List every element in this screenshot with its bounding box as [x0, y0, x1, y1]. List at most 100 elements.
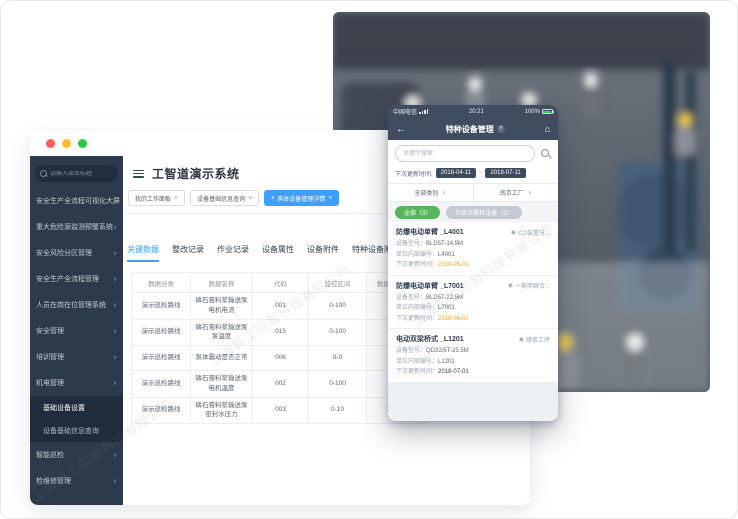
sidebar-item-electromechanical[interactable]: 机电管理 ∧: [30, 370, 123, 396]
device-name: 电动双梁桥式 _L1201: [396, 336, 464, 343]
close-window-button[interactable]: [46, 138, 55, 148]
close-icon[interactable]: ×: [328, 194, 333, 202]
model-label: 设备型号：: [396, 348, 427, 354]
internal-code-value: L1201: [438, 358, 455, 365]
chevron-up-icon: ∧: [112, 380, 117, 387]
tab-rectification-records[interactable]: 整改记录: [172, 245, 204, 254]
model-value: BLD5T-22.5M: [426, 294, 464, 301]
chevron-down-icon: ∨: [112, 250, 117, 257]
sidebar-item-visual-screen[interactable]: 安全生产全流程可视化大屏: [30, 188, 123, 214]
category-dropdown[interactable]: 全部类别 ∨: [388, 184, 473, 201]
tab-special-device-attachments[interactable]: 特种设备附件: [352, 245, 400, 254]
sidebar-item-safety-mgmt[interactable]: 安全管理 ∨: [30, 318, 123, 344]
location-pin-icon: ◉: [518, 336, 524, 343]
sidebar-item-safety-process[interactable]: 安全生产全流程管理 ∨: [30, 266, 123, 292]
active-dot-icon: ●: [271, 195, 275, 201]
sidebar-item-training[interactable]: 培训管理 ∨: [30, 344, 123, 370]
sidebar-item-label: 人员在岗在位管理系统: [36, 302, 106, 309]
cell: 001: [252, 292, 309, 320]
sidebar-item-personnel[interactable]: 人员在岗在位管理系统 ∨: [30, 292, 123, 318]
close-icon[interactable]: ×: [174, 194, 179, 202]
tab-device-attachments[interactable]: 设备附件: [307, 245, 339, 254]
maximize-window-button[interactable]: [78, 138, 87, 148]
sidebar-item-maintenance[interactable]: 检维修管理 ∨: [30, 468, 123, 494]
device-card[interactable]: 防爆电动单臂 _L7001 ◉ 一期甲醇合... 设备型号：BLD5T-22.5…: [388, 275, 558, 329]
col-header-code: 代码: [252, 272, 309, 293]
keyword-search-input[interactable]: [395, 145, 535, 162]
search-icon[interactable]: [541, 148, 551, 159]
table-row[interactable]: 演示巡检路线 磷石膏料浆输送泵密封水压力 003 0-10 1.5-3.5: [131, 396, 427, 424]
device-card[interactable]: 电动双梁桥式 _L1201 ◉ 维修工序 设备型号：QD32/5T-25.5M …: [388, 329, 558, 383]
main-header: 工智道演示系统: [123, 156, 530, 187]
menu-icon[interactable]: [133, 169, 144, 178]
sidebar: 安全生产全流程可视化大屏 重大危险源监测预警系统 ∨ 安全风险分区管理 ∨ 安全…: [30, 156, 123, 505]
sidebar-item-label: 设备基础信息查询: [43, 427, 99, 435]
mobile-app-screen: 中国电信 20:21 100% ← 特种设备管理 ? ⌂ 下次更新时间: 201…: [388, 105, 558, 421]
phone-search-row: [388, 140, 558, 166]
factory-dropdown[interactable]: 南京工厂 ∨: [472, 184, 559, 201]
date-from-button[interactable]: 2018-04-11: [435, 168, 476, 178]
sidebar-item-label: 检维修管理: [36, 478, 71, 485]
sidebar-item-basic-device-setup[interactable]: 基础设备设置: [30, 396, 123, 419]
sidebar-item-label: 重大危险源监测预警系统: [36, 224, 113, 231]
chevron-down-icon: ∨: [112, 302, 117, 309]
table-row[interactable]: 演示巡检路线 磷石膏料浆输送泵电机温度 002 0-100 0-85: [131, 370, 427, 398]
phone-status-bar: 中国电信 20:21 100%: [388, 105, 558, 118]
minimize-window-button[interactable]: [62, 138, 71, 148]
tab-work-records[interactable]: 作业记录: [217, 245, 249, 254]
cell: 演示巡检路线: [131, 345, 191, 371]
model-value: QD32/5T-25.5M: [426, 348, 469, 354]
model-label: 设备型号：: [396, 294, 427, 301]
internal-code-label: 单位内部编号：: [396, 358, 439, 365]
date-filter-label: 下次更新时间:: [395, 171, 433, 178]
sidebar-menu: 安全生产全流程可视化大屏 重大危险源监测预警系统 ∨ 安全风险分区管理 ∨ 安全…: [30, 188, 123, 494]
sidebar-item-hazard-warning[interactable]: 重大危险源监测预警系统 ∨: [30, 214, 123, 240]
sidebar-item-label: 安全风险分区管理: [36, 250, 92, 257]
chevron-down-icon: ∨: [112, 452, 117, 459]
table-row[interactable]: 演示巡检路线 磷石膏料浆输送泵电机电流 001 0-100 22-58: [131, 292, 427, 320]
table-row[interactable]: 演示巡检路线 泵体震动是否正常 006 0-0 0-0: [131, 345, 427, 371]
home-icon[interactable]: ⌂: [544, 124, 550, 134]
date-to-button[interactable]: 2018-07-11: [485, 168, 526, 178]
col-header-name: 数据名称: [190, 272, 253, 293]
cell: 演示巡检路线: [131, 370, 191, 398]
sidebar-item-risk-zone[interactable]: 安全风险分区管理 ∨: [30, 240, 123, 266]
tab-device-detail[interactable]: ● 具体设备管理详情 ×: [264, 190, 340, 206]
internal-code-value: L4001: [438, 251, 455, 258]
back-arrow-icon[interactable]: ←: [396, 123, 406, 135]
sidebar-search-input[interactable]: [50, 170, 113, 177]
next-update-label: 下次更新时间：: [396, 369, 439, 375]
filter-all-pill[interactable]: 全部（3）: [395, 205, 441, 219]
chevron-down-icon: ∨: [442, 189, 447, 196]
device-name: 防爆电动单臂 _L4001: [396, 229, 464, 236]
sidebar-submenu: 基础设备设置 设备基础信息查询: [30, 396, 123, 442]
filter-due-only-pill[interactable]: 只显示需检设备（2）: [446, 205, 522, 219]
cell: 演示巡检路线: [131, 318, 191, 346]
tab-my-workpanel[interactable]: 我的工作面板 ×: [128, 190, 186, 206]
tab-device-attributes[interactable]: 设备属性: [262, 245, 294, 254]
chevron-down-icon: ∨: [113, 224, 118, 231]
sidebar-item-device-info-query[interactable]: 设备基础信息查询: [30, 419, 123, 442]
help-icon[interactable]: ?: [496, 125, 505, 133]
sidebar-item-smart-inspection[interactable]: 智能巡检 ∨: [30, 442, 123, 468]
sidebar-search[interactable]: [35, 165, 118, 182]
next-update-label: 下次更新时间：: [396, 262, 439, 268]
device-card[interactable]: 防爆电动单臂 _L4001 ◉ CO装置分... 设备型号：BLD5T-14.5…: [388, 222, 558, 276]
battery-percent-label: 100%: [524, 108, 540, 115]
device-name: 防爆电动单臂 _L7001: [396, 282, 464, 290]
cell: 磷石膏料浆输送泵电机温度: [190, 370, 253, 398]
close-icon[interactable]: ×: [248, 194, 253, 202]
table-row[interactable]: 演示巡检路线 磷石膏料浆输送泵泵温度 015 0-100 0-65: [131, 318, 427, 346]
carrier-label: 中国电信: [393, 110, 418, 116]
tab-label: 设备基础信息查询: [197, 196, 246, 203]
phone-empty-area: [388, 382, 558, 421]
tab-key-data[interactable]: 关键数据: [127, 244, 159, 262]
next-update-value: 2018-06-01: [438, 315, 469, 322]
tab-device-info-query[interactable]: 设备基础信息查询 ×: [190, 190, 260, 206]
internal-code-value: L7001: [438, 305, 455, 311]
chevron-down-icon: ∨: [112, 478, 117, 485]
phone-page-title: 特种设备管理: [445, 124, 494, 134]
device-location: 维修工序: [525, 337, 550, 344]
battery-icon: [541, 109, 554, 114]
